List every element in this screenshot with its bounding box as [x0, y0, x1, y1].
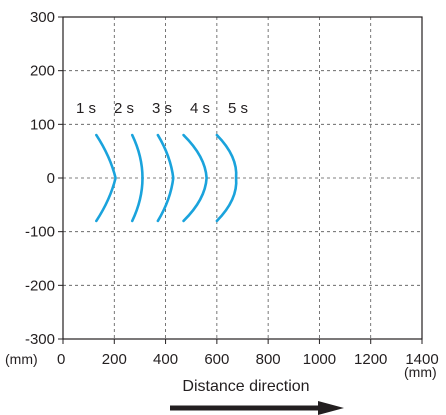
y-tick-label: 100	[30, 116, 55, 133]
series-group: 1 s 2 s 3 s 4 s 5 s	[76, 100, 248, 223]
series-line	[156, 133, 175, 223]
series-line	[130, 133, 144, 223]
series-line	[182, 133, 208, 223]
x-tick-label: 1200	[354, 351, 387, 368]
series-label: 2 s	[114, 100, 134, 117]
series-label: 4 s	[190, 100, 210, 117]
x-tick-label: 800	[256, 351, 281, 368]
series-line	[215, 133, 238, 223]
x-tick-label: 0	[57, 351, 65, 368]
series-label: 5 s	[228, 100, 248, 117]
y-tick-label: 300	[30, 9, 55, 26]
y-tick-label: -100	[25, 224, 55, 241]
series-line	[95, 133, 117, 223]
y-unit-label: (mm)	[404, 364, 437, 380]
arrow-head	[318, 401, 344, 415]
x-tick-label: 200	[102, 351, 127, 368]
x-tick-label: 1400	[405, 351, 438, 368]
y-tick-label: 0	[47, 170, 55, 187]
x-tick-label: 600	[204, 351, 229, 368]
x-unit-label: (mm)	[5, 351, 38, 367]
series-label: 3 s	[152, 100, 172, 117]
x-tick-label: 1000	[303, 351, 336, 368]
y-tick-label: -300	[25, 331, 55, 348]
y-tick-label: 200	[30, 63, 55, 80]
series-label: 1 s	[76, 100, 96, 117]
x-axis-label: Distance direction	[182, 378, 309, 395]
direction-arrow-icon	[170, 401, 344, 415]
y-tick-label: -200	[25, 277, 55, 294]
x-tick-label: 400	[153, 351, 178, 368]
